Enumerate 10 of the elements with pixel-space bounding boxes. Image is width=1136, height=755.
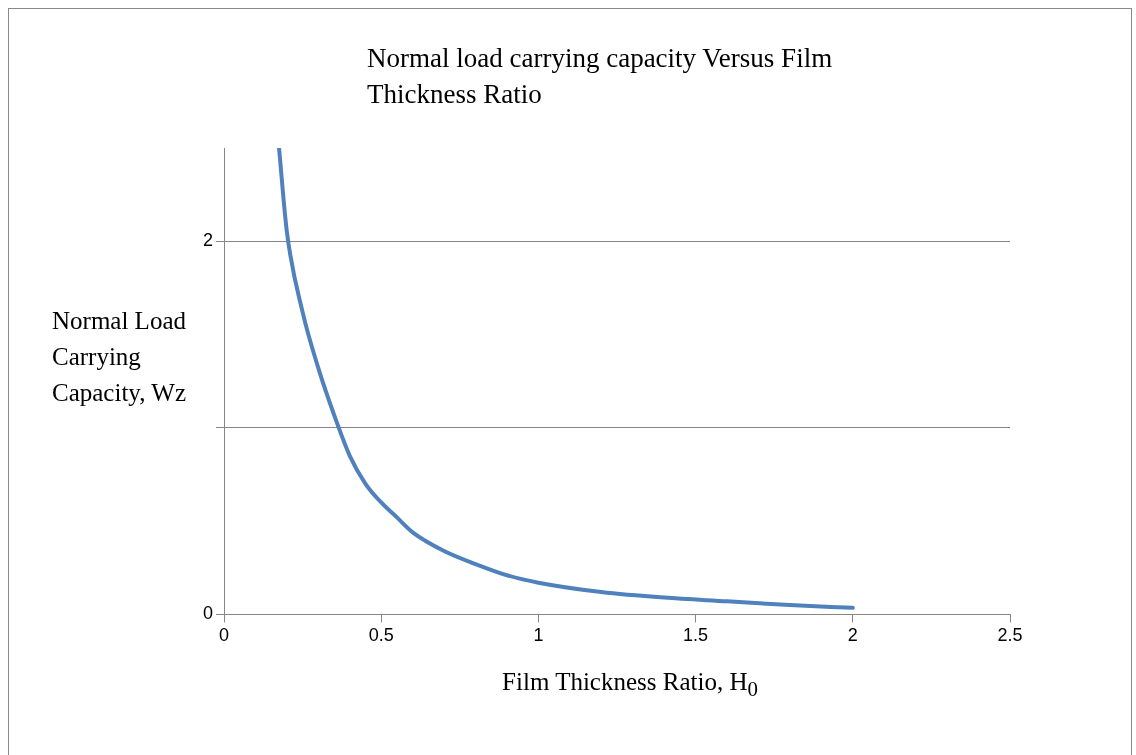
x-tick-label: 1 xyxy=(533,625,544,646)
x-tick-label: 0 xyxy=(219,625,230,646)
x-tick-label: 1.5 xyxy=(683,625,709,646)
x-tick-label: 2 xyxy=(847,625,858,646)
chart-title: Normal load carrying capacity Versus Film Thickness Ratio xyxy=(367,42,834,111)
line-series xyxy=(277,148,855,610)
y-axis-title: Normal Load Carrying Capacity, Wz xyxy=(52,306,187,408)
x-tick-label: 2.5 xyxy=(997,625,1023,646)
x-tick-label: 0.5 xyxy=(368,625,394,646)
x-axis-title: Film Thickness Ratio, H$_{0}$ xyxy=(501,668,759,702)
